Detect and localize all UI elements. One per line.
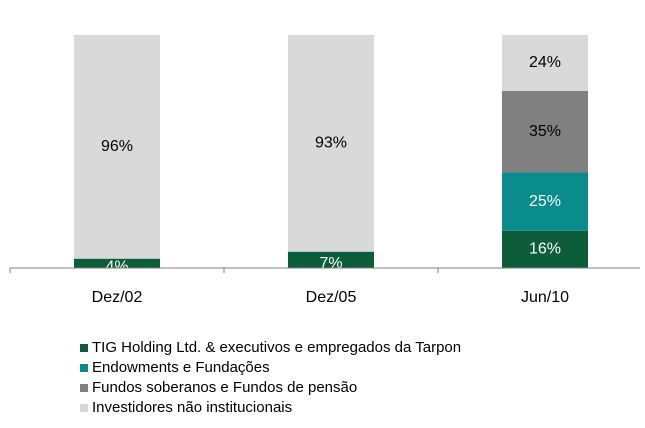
x-tick-label: Jun/10 xyxy=(521,289,569,306)
data-label: 96% xyxy=(101,138,133,155)
bar-segment xyxy=(74,35,160,259)
data-label: 35% xyxy=(529,123,561,140)
data-label: 4% xyxy=(105,259,128,276)
legend-label: Endowments e Fundações xyxy=(92,359,270,376)
bar-segment xyxy=(74,258,160,268)
data-label: 7% xyxy=(319,255,342,272)
legend-swatch xyxy=(80,344,88,352)
bar-segment xyxy=(502,172,588,231)
bar-segment xyxy=(502,230,588,268)
bar-segment xyxy=(502,35,588,91)
data-label: 93% xyxy=(315,135,347,152)
bar-segment xyxy=(288,251,374,268)
x-tick-label: Dez/05 xyxy=(306,289,357,306)
data-label: 25% xyxy=(529,193,561,210)
data-label: 16% xyxy=(529,241,561,258)
bar-segment xyxy=(288,35,374,252)
legend-swatch xyxy=(80,384,88,392)
legend-label: Investidores não institucionais xyxy=(92,399,292,416)
legend-swatch xyxy=(80,404,88,412)
legend-label: TIG Holding Ltd. & executivos e empregad… xyxy=(92,339,461,356)
x-tick-label: Dez/02 xyxy=(92,289,143,306)
data-label: 24% xyxy=(529,54,561,71)
bar-segment xyxy=(502,90,588,173)
legend-swatch xyxy=(80,364,88,372)
legend: TIG Holding Ltd. & executivos e empregad… xyxy=(80,339,461,416)
legend-label: Fundos soberanos e Fundos de pensão xyxy=(92,379,357,396)
